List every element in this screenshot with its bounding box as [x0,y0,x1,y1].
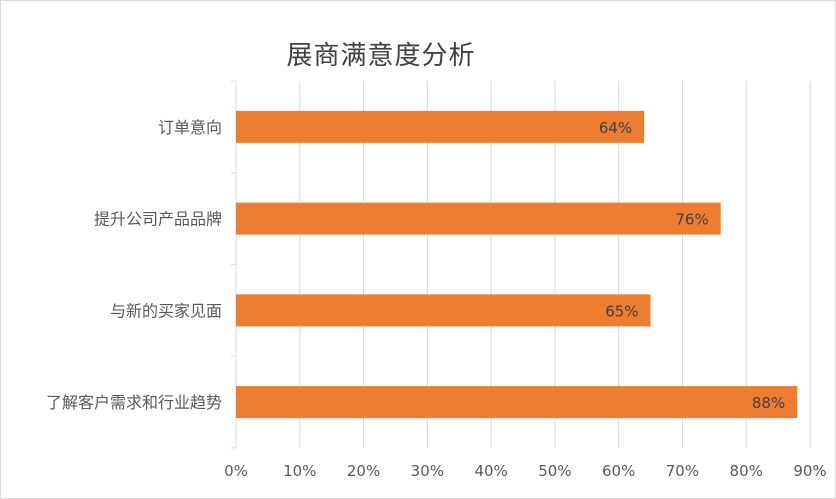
data-label-2: 65% [605,302,638,320]
bar-0 [236,110,645,143]
x-tick-label-0: 0% [224,462,248,480]
x-tick-label-1: 10% [283,462,316,480]
x-tick-label-5: 50% [538,462,571,480]
axis-layer [231,80,237,449]
bar-layer [236,110,798,419]
chart-title: 展商满意度分析 [286,41,476,71]
category-label-2: 与新的买家见面 [110,301,222,320]
category-label-3: 了解客户需求和行业趋势 [46,393,222,412]
bar-1 [236,202,721,235]
category-label-0: 订单意向 [158,118,222,137]
bar-3 [236,386,798,419]
label-layer: 0% 10% 20% 30% 40% 50% 60% 70% 80% 90% 订单意向 64% 提升公司… [46,118,827,480]
x-tick-label-6: 60% [602,462,635,480]
category-label-1: 提升公司产品品牌 [94,210,222,229]
x-tick-label-2: 20% [347,462,380,480]
data-label-3: 88% [752,394,785,412]
x-tick-label-7: 70% [666,462,699,480]
bar-2 [236,294,651,327]
data-label-0: 64% [599,119,632,137]
data-label-1: 76% [675,211,708,229]
x-tick-label-8: 80% [730,462,763,480]
x-tick-label-3: 30% [411,462,444,480]
x-tick-label-4: 40% [474,462,507,480]
x-tick-label-9: 90% [793,462,826,480]
